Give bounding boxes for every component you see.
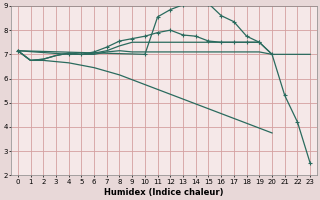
X-axis label: Humidex (Indice chaleur): Humidex (Indice chaleur) (104, 188, 224, 197)
